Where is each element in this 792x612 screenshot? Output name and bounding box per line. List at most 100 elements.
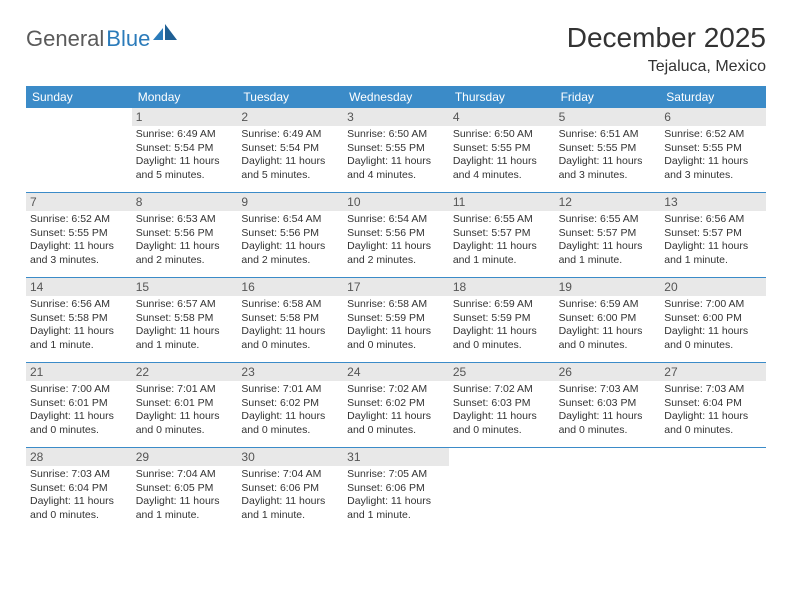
daylight-text: Daylight: 11 hours and 1 minute. xyxy=(136,325,234,352)
daylight-text: Daylight: 11 hours and 1 minute. xyxy=(559,240,657,267)
weekday-header: Wednesday xyxy=(343,86,449,108)
day-number: 9 xyxy=(237,193,343,211)
daylight-text: Daylight: 11 hours and 1 minute. xyxy=(453,240,551,267)
day-number: 5 xyxy=(555,108,661,126)
day-number: 8 xyxy=(132,193,238,211)
day-number: 15 xyxy=(132,278,238,296)
sunrise-text: Sunrise: 6:58 AM xyxy=(347,298,445,312)
week-row: 7 Sunrise: 6:52 AMSunset: 5:55 PM Daylight… xyxy=(26,193,766,278)
day-cell: 7Sunrise: 6:52 AMSunset: 5:55 PMDaylight… xyxy=(26,193,132,271)
daylight-text: Daylight: 11 hours and 1 minute. xyxy=(136,495,234,522)
sunrise-text: Sunrise: 7:02 AM xyxy=(453,383,551,397)
sunset-text: Sunset: 5:59 PM xyxy=(453,312,551,326)
day-cell: 4Sunrise: 6:50 AMSunset: 5:55 PMDaylight… xyxy=(449,108,555,186)
sunset-text: Sunset: 5:57 PM xyxy=(453,227,551,241)
sunset-text: Sunset: 6:06 PM xyxy=(241,482,339,496)
sunrise-text: Sunrise: 7:03 AM xyxy=(664,383,762,397)
day-info: Sunrise: 7:04 AMSunset: 6:05 PMDaylight:… xyxy=(136,468,234,523)
day-info: Sunrise: 7:03 AMSunset: 6:04 PMDaylight:… xyxy=(664,383,762,438)
day-cell: 18Sunrise: 6:59 AMSunset: 5:59 PMDayligh… xyxy=(449,278,555,356)
day-info: Sunrise: 6:55 AMSunset: 5:57 PMDaylight:… xyxy=(559,213,657,268)
calendar: SundayMondayTuesdayWednesdayThursdayFrid… xyxy=(26,86,766,532)
week-row: 28Sunrise: 7:03 AMSunset: 6:04 PMDayligh… xyxy=(26,448,766,532)
daylight-text: Daylight: 11 hours and 0 minutes. xyxy=(30,495,128,522)
day-cell: 28Sunrise: 7:03 AMSunset: 6:04 PMDayligh… xyxy=(26,448,132,526)
day-cell: 25Sunrise: 7:02 AMSunset: 6:03 PMDayligh… xyxy=(449,363,555,441)
day-cell: 22Sunrise: 7:01 AMSunset: 6:01 PMDayligh… xyxy=(132,363,238,441)
sunrise-text: Sunrise: 6:52 AM xyxy=(30,213,128,227)
day-info: Sunrise: 6:50 AMSunset: 5:55 PMDaylight:… xyxy=(347,128,445,183)
month-title: December 2025 xyxy=(567,22,766,54)
daylight-text: Daylight: 11 hours and 1 minute. xyxy=(30,325,128,352)
daylight-text: Daylight: 11 hours and 3 minutes. xyxy=(559,155,657,182)
sunrise-text: Sunrise: 7:03 AM xyxy=(30,468,128,482)
sunset-text: Sunset: 5:55 PM xyxy=(347,142,445,156)
sunrise-text: Sunrise: 7:01 AM xyxy=(241,383,339,397)
sunrise-text: Sunrise: 7:00 AM xyxy=(30,383,128,397)
sunset-text: Sunset: 5:55 PM xyxy=(30,227,128,241)
day-info: Sunrise: 7:02 AMSunset: 6:03 PMDaylight:… xyxy=(453,383,551,438)
day-info: Sunrise: 6:54 AMSunset: 5:56 PMDaylight:… xyxy=(347,213,445,268)
day-cell: 30 Sunrise: 7:04 AMSunset: 6:06 PMDayligh… xyxy=(237,448,343,526)
day-cell: 9Sunrise: 6:54 AMSunset: 5:56 PMDaylight… xyxy=(237,193,343,271)
day-info: Sunrise: 6:52 AMSunset: 5:55 PMDaylight:… xyxy=(664,128,762,183)
sunset-text: Sunset: 5:57 PM xyxy=(559,227,657,241)
day-info: Sunrise: 7:01 AMSunset: 6:02 PMDaylight:… xyxy=(241,383,339,438)
sunset-text: Sunset: 6:01 PM xyxy=(30,397,128,411)
daylight-text: Daylight: 11 hours and 1 minute. xyxy=(347,495,445,522)
day-cell: 29Sunrise: 7:04 AMSunset: 6:05 PMDayligh… xyxy=(132,448,238,526)
day-number: 28 xyxy=(26,448,132,466)
day-number: 31 xyxy=(343,448,449,466)
logo-text-1: General xyxy=(26,26,104,52)
day-number: 10 xyxy=(343,193,449,211)
day-cell: 21Sunrise: 7:00 AMSunset: 6:01 PMDayligh… xyxy=(26,363,132,441)
sunset-text: Sunset: 5:59 PM xyxy=(347,312,445,326)
sunset-text: Sunset: 5:58 PM xyxy=(136,312,234,326)
day-number: 22 xyxy=(132,363,238,381)
day-number: 30 xyxy=(237,448,343,466)
day-number: 3 xyxy=(343,108,449,126)
day-number: 24 xyxy=(343,363,449,381)
day-cell xyxy=(555,448,661,526)
day-cell: 17Sunrise: 6:58 AMSunset: 5:59 PMDayligh… xyxy=(343,278,449,356)
daylight-text: Daylight: 11 hours and 0 minutes. xyxy=(664,410,762,437)
sunrise-text: Sunrise: 6:52 AM xyxy=(664,128,762,142)
sunset-text: Sunset: 6:00 PM xyxy=(664,312,762,326)
sunset-text: Sunset: 5:58 PM xyxy=(241,312,339,326)
day-cell: 31Sunrise: 7:05 AMSunset: 6:06 PMDayligh… xyxy=(343,448,449,526)
week-row: 14Sunrise: 6:56 AMSunset: 5:58 PMDayligh… xyxy=(26,278,766,363)
sunset-text: Sunset: 5:54 PM xyxy=(241,142,339,156)
sunset-text: Sunset: 6:06 PM xyxy=(347,482,445,496)
day-cell: 6 Sunrise: 6:52 AMSunset: 5:55 PMDaylight… xyxy=(660,108,766,186)
day-info: Sunrise: 6:58 AMSunset: 5:59 PMDaylight:… xyxy=(347,298,445,353)
sunrise-text: Sunrise: 6:50 AM xyxy=(347,128,445,142)
day-number: 23 xyxy=(237,363,343,381)
sunset-text: Sunset: 5:58 PM xyxy=(30,312,128,326)
sunrise-text: Sunrise: 6:49 AM xyxy=(241,128,339,142)
day-info: Sunrise: 7:03 AMSunset: 6:03 PMDaylight:… xyxy=(559,383,657,438)
sunrise-text: Sunrise: 7:03 AM xyxy=(559,383,657,397)
logo-sail-icon xyxy=(153,22,177,40)
sunrise-text: Sunrise: 6:59 AM xyxy=(559,298,657,312)
daylight-text: Daylight: 11 hours and 1 minute. xyxy=(664,240,762,267)
day-info: Sunrise: 7:04 AMSunset: 6:06 PMDaylight:… xyxy=(241,468,339,523)
day-cell xyxy=(26,108,132,186)
daylight-text: Daylight: 11 hours and 2 minutes. xyxy=(241,240,339,267)
daylight-text: Daylight: 11 hours and 1 minute. xyxy=(241,495,339,522)
day-cell: 15Sunrise: 6:57 AMSunset: 5:58 PMDayligh… xyxy=(132,278,238,356)
day-cell: 8Sunrise: 6:53 AMSunset: 5:56 PMDaylight… xyxy=(132,193,238,271)
day-info: Sunrise: 6:55 AMSunset: 5:57 PMDaylight:… xyxy=(453,213,551,268)
daylight-text: Daylight: 11 hours and 2 minutes. xyxy=(347,240,445,267)
sunrise-text: Sunrise: 6:55 AM xyxy=(559,213,657,227)
sunrise-text: Sunrise: 6:50 AM xyxy=(453,128,551,142)
sunrise-text: Sunrise: 6:53 AM xyxy=(136,213,234,227)
day-info: Sunrise: 6:56 AMSunset: 5:57 PMDaylight:… xyxy=(664,213,762,268)
day-cell: 20Sunrise: 7:00 AMSunset: 6:00 PMDayligh… xyxy=(660,278,766,356)
weekday-header: Friday xyxy=(555,86,661,108)
sunset-text: Sunset: 5:56 PM xyxy=(136,227,234,241)
day-number: 6 xyxy=(660,108,766,126)
header: GeneralBlue December 2025 Tejaluca, Mexi… xyxy=(26,22,766,76)
sunrise-text: Sunrise: 7:01 AM xyxy=(136,383,234,397)
day-number: 7 xyxy=(26,193,132,211)
sunrise-text: Sunrise: 6:51 AM xyxy=(559,128,657,142)
